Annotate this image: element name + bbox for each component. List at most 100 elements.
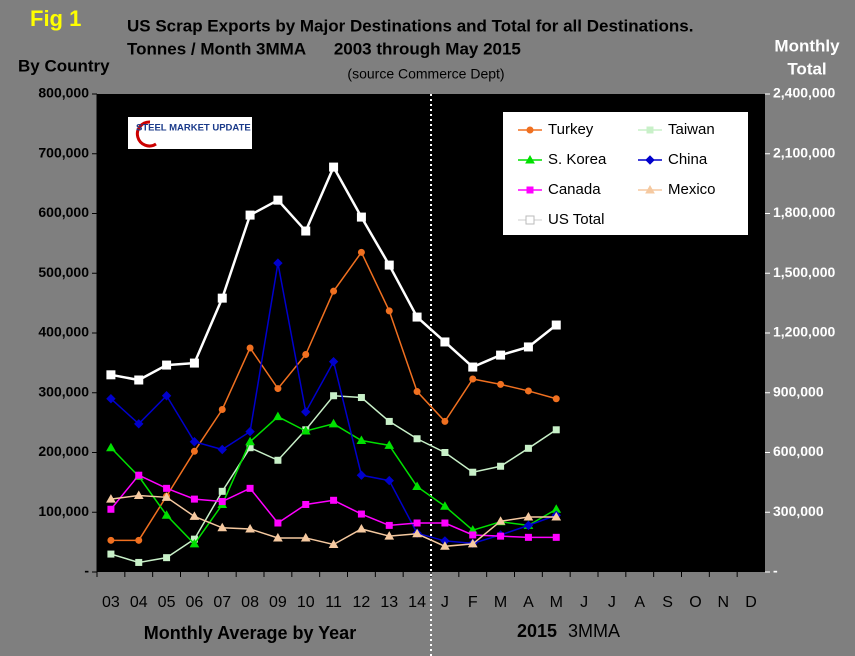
y2-axis-label: Total [787,59,826,78]
x-tick-label: 09 [269,594,287,611]
marker [552,533,560,541]
marker [135,471,143,479]
x-tick-label: J [608,594,616,611]
marker [328,418,339,428]
marker [413,435,421,443]
marker [356,470,367,480]
x-axis-label-year: 2015 [517,621,557,641]
marker [328,539,339,549]
marker [551,320,561,330]
marker [245,523,255,533]
marker [189,437,200,447]
y-axis-label: By Country [18,56,110,75]
x-tick-label: A [523,594,534,611]
y2-tick-label: - [773,563,778,579]
legend-label: US Total [548,211,604,228]
marker [469,375,477,383]
x-tick-label: 13 [380,594,398,611]
y2-tick-label: 600,000 [773,443,824,459]
marker [525,154,535,164]
marker [330,496,338,504]
marker [524,387,532,395]
marker [161,492,172,501]
x-tick-label: 11 [325,594,342,611]
marker [413,519,421,527]
marker [302,500,310,508]
marker [106,370,116,380]
marker [526,186,534,194]
marker [330,287,338,295]
y2-tick-label: 1,500,000 [773,264,835,280]
marker [246,484,254,492]
marker [301,407,311,417]
marker [384,260,394,270]
marker [357,510,365,518]
marker [329,162,339,172]
marker [441,417,449,425]
marker [385,307,393,315]
marker [246,344,254,352]
marker [646,126,654,134]
marker [552,395,560,403]
marker [218,487,226,495]
chart-subtitle: Tonnes / Month 3MMA 2003 through May 201… [127,39,521,58]
marker [523,342,533,352]
marker [495,516,506,525]
y2-tick-label: 900,000 [773,383,824,399]
marker [384,475,394,486]
logo-swoosh [135,120,157,148]
marker [134,375,144,385]
marker [328,356,339,367]
source: (source Commerce Dept) [347,66,504,82]
legend-label: S. Korea [548,151,607,168]
marker [273,411,283,421]
figure-label: Fig 1 [30,6,81,31]
x-tick-label: 10 [297,594,315,611]
legend-label: Mexico [668,181,716,198]
x-axis-label: Monthly Average by Year [144,623,356,643]
legend-label: Turkey [548,121,594,138]
y2-tick-label: 2,400,000 [773,85,835,101]
y2-tick-label: 1,800,000 [773,204,835,220]
marker [440,501,450,510]
chart-title: US Scrap Exports by Major Destinations a… [127,16,693,35]
y-tick-label: - [84,563,89,579]
marker [300,425,311,435]
marker [469,531,477,539]
marker [133,490,144,500]
marker [356,212,366,222]
y-tick-label: 200,000 [38,443,89,459]
marker [106,394,116,404]
marker [274,385,282,393]
x-tick-label: 07 [213,594,231,611]
marker [274,519,282,527]
y-tick-label: 600,000 [38,204,89,220]
legend-box [503,112,748,235]
marker [135,558,143,566]
marker [274,456,282,464]
marker [245,436,255,446]
y2-axis-label: Monthly [774,36,840,55]
marker [107,550,115,558]
marker [468,362,478,372]
x-tick-label: 14 [408,594,426,611]
marker [162,360,172,370]
marker [385,521,393,529]
x-tick-label: D [745,594,757,611]
marker [645,155,655,165]
x-tick-label: 08 [241,594,259,611]
x-tick-label: S [662,594,673,611]
marker [552,426,560,434]
marker [301,226,311,236]
marker [496,350,506,360]
marker [412,312,422,322]
x-tick-label: M [494,594,507,611]
marker [245,426,255,437]
marker [163,554,171,562]
marker [357,248,365,256]
marker [273,532,283,542]
marker [300,532,311,542]
marker [217,444,227,455]
